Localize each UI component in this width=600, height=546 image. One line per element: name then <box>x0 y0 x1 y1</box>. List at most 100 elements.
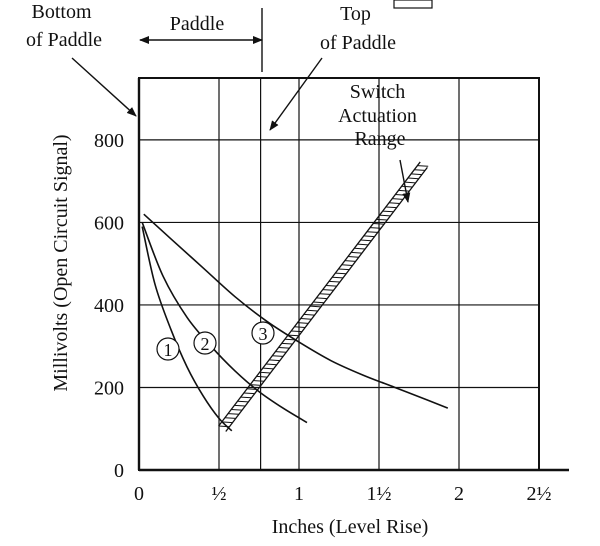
band-hatch-46 <box>363 235 375 238</box>
band-hatch-61 <box>411 173 422 176</box>
band-hatch-34 <box>325 284 337 287</box>
band-hatch-19 <box>278 346 290 349</box>
top-of-paddle-arrow <box>269 57 323 131</box>
y-tick-label-0: 0 <box>114 460 124 482</box>
y-tick-label-1: 200 <box>94 377 124 399</box>
band-hatch-3 <box>228 413 239 415</box>
y-tick-label-4: 800 <box>94 130 124 152</box>
band-hatch-8 <box>243 392 255 395</box>
curve-label-2: 2 <box>193 331 217 355</box>
switch-actuation-arrow <box>399 159 411 203</box>
band-hatch-40 <box>344 260 356 262</box>
band-hatch-4 <box>231 408 243 411</box>
svg-text:1: 1 <box>164 340 173 360</box>
band-hatch-22 <box>288 334 299 337</box>
band-hatch-41 <box>347 256 359 258</box>
y-tick-label-3: 600 <box>94 212 124 234</box>
band-hatch-36 <box>332 276 344 279</box>
band-hatch-20 <box>281 342 293 345</box>
band-hatch-37 <box>335 272 347 275</box>
band-hatch-24 <box>294 326 306 328</box>
band-hatch-45 <box>360 239 372 242</box>
band-hatch-29 <box>310 305 321 308</box>
y-axis-label: Millivolts (Open Circuit Signal) <box>50 134 72 391</box>
bottom-of-paddle-arrow <box>71 57 137 117</box>
band-hatch-28 <box>306 309 318 312</box>
band-hatch-31 <box>316 297 328 300</box>
band-hatch-62 <box>414 169 426 171</box>
axes <box>137 78 569 472</box>
curve-label-3: 3 <box>251 321 275 345</box>
band-hatch-49 <box>373 222 385 225</box>
band-hatch-59 <box>404 181 416 184</box>
band-hatch-7 <box>240 396 252 399</box>
band-hatch-60 <box>407 177 419 180</box>
bottom-line-2: of Paddle <box>26 29 102 51</box>
top-of-paddle-annotation: Top of Paddle <box>320 3 396 54</box>
band-edge-1 <box>225 166 428 432</box>
top-line-2: of Paddle <box>320 32 396 54</box>
band-hatch-6 <box>237 400 249 403</box>
x-tick-labels: 0 ½ 1 1½ 2 2½ <box>134 483 552 505</box>
x-tick-label-2: 1 <box>294 483 304 505</box>
band-hatch-56 <box>395 194 407 196</box>
band-hatch-32 <box>319 293 331 295</box>
band-hatch-50 <box>376 218 388 221</box>
band-edge-2 <box>218 161 421 427</box>
band-hatch-27 <box>303 313 315 316</box>
band-hatch-35 <box>329 280 340 283</box>
band-hatch-48 <box>370 227 381 229</box>
band-hatch-42 <box>351 251 362 254</box>
x-tick-label-5: 2½ <box>527 483 552 505</box>
band-hatch-39 <box>341 264 353 266</box>
band-hatch-33 <box>322 289 334 291</box>
series-line-1 <box>141 226 233 432</box>
series-line-2 <box>141 222 308 424</box>
x-axis-label: Inches (Level Rise) <box>272 516 429 538</box>
x-tick-label-0: 0 <box>134 483 144 505</box>
bottom-line-1: Bottom <box>31 1 91 23</box>
band-hatch-58 <box>401 185 413 188</box>
band-hatch-54 <box>388 202 400 205</box>
band-hatch-16 <box>269 359 280 362</box>
band-hatch-52 <box>382 210 394 213</box>
curve-label-1: 1 <box>156 337 180 361</box>
band-hatch-18 <box>275 351 287 353</box>
x-tick-label-3: 1½ <box>367 483 392 505</box>
band-hatch-15 <box>265 363 277 366</box>
band-hatch-11 <box>253 380 265 382</box>
x-tick-label-4: 2 <box>454 483 464 505</box>
band-hatch-13 <box>259 371 271 374</box>
band-hatch-53 <box>385 206 397 209</box>
band-hatch-30 <box>313 301 325 304</box>
band-hatch-25 <box>297 322 309 324</box>
switch-actuation-band <box>218 161 429 432</box>
band-hatch-43 <box>354 247 366 250</box>
band-hatch-63 <box>417 165 429 167</box>
band-hatch-12 <box>256 375 268 378</box>
grid <box>138 77 540 471</box>
band-hatch-38 <box>338 268 350 271</box>
switch-line-1: Switch <box>350 81 406 103</box>
bottom-of-paddle-annotation: Bottom of Paddle <box>26 1 102 51</box>
corner-box <box>393 0 433 9</box>
x-tick-label-1: ½ <box>212 483 227 505</box>
band-hatch-1 <box>221 421 233 424</box>
band-hatch-44 <box>357 243 369 246</box>
paddle-annotation: Paddle <box>170 13 225 35</box>
band-hatch-57 <box>398 189 410 192</box>
series-line-3 <box>143 213 449 409</box>
switch-line-2: Actuation <box>338 105 417 127</box>
band-hatch-2 <box>224 417 236 419</box>
band-hatch-55 <box>392 198 403 200</box>
svg-text:2: 2 <box>201 334 210 354</box>
band-hatch-47 <box>366 231 378 233</box>
switch-line-3: Range <box>354 128 405 150</box>
switch-actuation-annotation: Switch Actuation Range <box>338 81 422 150</box>
svg-text:3: 3 <box>259 324 268 344</box>
band-hatch-26 <box>300 318 312 320</box>
series-lines <box>141 213 449 432</box>
y-tick-labels: 0 200 400 600 800 <box>94 130 124 482</box>
band-hatch-10 <box>250 384 262 386</box>
